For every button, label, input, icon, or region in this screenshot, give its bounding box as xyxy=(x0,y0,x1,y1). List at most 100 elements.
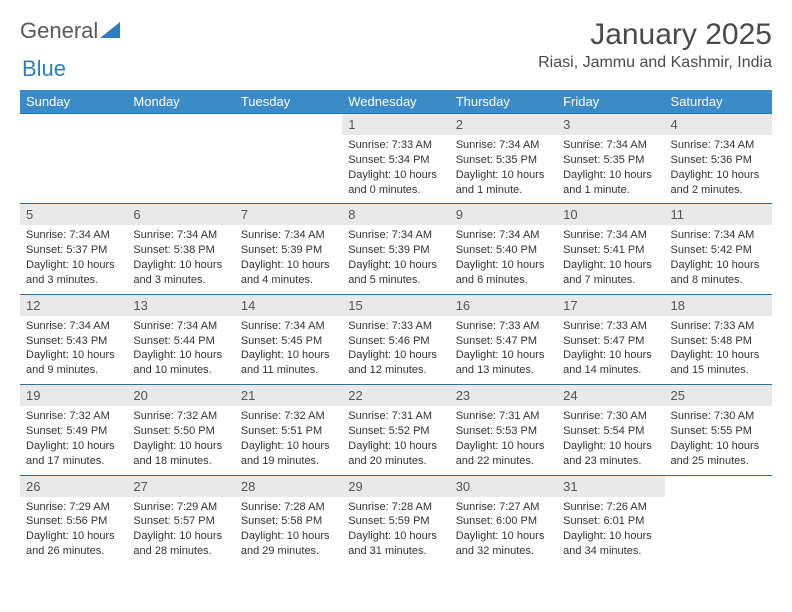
brand-part2: Blue xyxy=(22,56,66,81)
calendar-table: SundayMondayTuesdayWednesdayThursdayFrid… xyxy=(20,90,772,565)
calendar-week-row: 19Sunrise: 7:32 AMSunset: 5:49 PMDayligh… xyxy=(20,385,772,475)
calendar-week-row: 12Sunrise: 7:34 AMSunset: 5:43 PMDayligh… xyxy=(20,294,772,384)
calendar-cell xyxy=(20,114,127,204)
calendar-week-row: 1Sunrise: 7:33 AMSunset: 5:34 PMDaylight… xyxy=(20,114,772,204)
day-number: 1 xyxy=(342,114,449,135)
calendar-cell: 24Sunrise: 7:30 AMSunset: 5:54 PMDayligh… xyxy=(557,385,664,475)
day-number: 4 xyxy=(665,114,772,135)
day-number: 17 xyxy=(557,295,664,316)
location-text: Riasi, Jammu and Kashmir, India xyxy=(538,54,772,72)
day-number: 21 xyxy=(235,385,342,406)
calendar-cell: 28Sunrise: 7:28 AMSunset: 5:58 PMDayligh… xyxy=(235,475,342,565)
calendar-cell: 31Sunrise: 7:26 AMSunset: 6:01 PMDayligh… xyxy=(557,475,664,565)
calendar-cell: 17Sunrise: 7:33 AMSunset: 5:47 PMDayligh… xyxy=(557,294,664,384)
day-details: Sunrise: 7:28 AMSunset: 5:58 PMDaylight:… xyxy=(235,497,342,565)
day-details: Sunrise: 7:34 AMSunset: 5:39 PMDaylight:… xyxy=(342,225,449,293)
calendar-cell xyxy=(665,475,772,565)
calendar-cell: 12Sunrise: 7:34 AMSunset: 5:43 PMDayligh… xyxy=(20,294,127,384)
calendar-week-row: 26Sunrise: 7:29 AMSunset: 5:56 PMDayligh… xyxy=(20,475,772,565)
day-details: Sunrise: 7:34 AMSunset: 5:39 PMDaylight:… xyxy=(235,225,342,293)
day-number: 14 xyxy=(235,295,342,316)
calendar-cell: 7Sunrise: 7:34 AMSunset: 5:39 PMDaylight… xyxy=(235,204,342,294)
calendar-cell: 9Sunrise: 7:34 AMSunset: 5:40 PMDaylight… xyxy=(450,204,557,294)
day-number: 23 xyxy=(450,385,557,406)
day-number: 25 xyxy=(665,385,772,406)
calendar-cell: 3Sunrise: 7:34 AMSunset: 5:35 PMDaylight… xyxy=(557,114,664,204)
day-number: 26 xyxy=(20,476,127,497)
day-number: 5 xyxy=(20,204,127,225)
calendar-header-row: SundayMondayTuesdayWednesdayThursdayFrid… xyxy=(20,90,772,114)
calendar-cell: 4Sunrise: 7:34 AMSunset: 5:36 PMDaylight… xyxy=(665,114,772,204)
calendar-cell: 23Sunrise: 7:31 AMSunset: 5:53 PMDayligh… xyxy=(450,385,557,475)
day-number: 12 xyxy=(20,295,127,316)
calendar-cell: 25Sunrise: 7:30 AMSunset: 5:55 PMDayligh… xyxy=(665,385,772,475)
day-number: 8 xyxy=(342,204,449,225)
calendar-cell: 27Sunrise: 7:29 AMSunset: 5:57 PMDayligh… xyxy=(127,475,234,565)
day-details: Sunrise: 7:34 AMSunset: 5:36 PMDaylight:… xyxy=(665,135,772,203)
day-header: Wednesday xyxy=(342,90,449,114)
day-details: Sunrise: 7:34 AMSunset: 5:37 PMDaylight:… xyxy=(20,225,127,293)
day-header: Tuesday xyxy=(235,90,342,114)
day-number: 29 xyxy=(342,476,449,497)
day-details: Sunrise: 7:30 AMSunset: 5:55 PMDaylight:… xyxy=(665,406,772,474)
triangle-icon xyxy=(100,18,120,44)
day-details: Sunrise: 7:32 AMSunset: 5:50 PMDaylight:… xyxy=(127,406,234,474)
day-details: Sunrise: 7:27 AMSunset: 6:00 PMDaylight:… xyxy=(450,497,557,565)
day-details: Sunrise: 7:33 AMSunset: 5:47 PMDaylight:… xyxy=(557,316,664,384)
calendar-cell: 5Sunrise: 7:34 AMSunset: 5:37 PMDaylight… xyxy=(20,204,127,294)
month-title: January 2025 xyxy=(538,18,772,52)
day-number: 11 xyxy=(665,204,772,225)
calendar-cell xyxy=(235,114,342,204)
day-details: Sunrise: 7:28 AMSunset: 5:59 PMDaylight:… xyxy=(342,497,449,565)
calendar-cell: 6Sunrise: 7:34 AMSunset: 5:38 PMDaylight… xyxy=(127,204,234,294)
calendar-cell: 22Sunrise: 7:31 AMSunset: 5:52 PMDayligh… xyxy=(342,385,449,475)
day-details: Sunrise: 7:31 AMSunset: 5:52 PMDaylight:… xyxy=(342,406,449,474)
calendar-cell: 29Sunrise: 7:28 AMSunset: 5:59 PMDayligh… xyxy=(342,475,449,565)
day-number: 6 xyxy=(127,204,234,225)
calendar-cell: 30Sunrise: 7:27 AMSunset: 6:00 PMDayligh… xyxy=(450,475,557,565)
day-details: Sunrise: 7:33 AMSunset: 5:47 PMDaylight:… xyxy=(450,316,557,384)
day-details: Sunrise: 7:33 AMSunset: 5:46 PMDaylight:… xyxy=(342,316,449,384)
day-number: 31 xyxy=(557,476,664,497)
day-number: 16 xyxy=(450,295,557,316)
calendar-cell: 11Sunrise: 7:34 AMSunset: 5:42 PMDayligh… xyxy=(665,204,772,294)
day-details: Sunrise: 7:29 AMSunset: 5:56 PMDaylight:… xyxy=(20,497,127,565)
calendar-cell: 2Sunrise: 7:34 AMSunset: 5:35 PMDaylight… xyxy=(450,114,557,204)
calendar-cell: 20Sunrise: 7:32 AMSunset: 5:50 PMDayligh… xyxy=(127,385,234,475)
day-number: 24 xyxy=(557,385,664,406)
day-number: 19 xyxy=(20,385,127,406)
day-number: 15 xyxy=(342,295,449,316)
day-number: 22 xyxy=(342,385,449,406)
day-number: 9 xyxy=(450,204,557,225)
day-number: 28 xyxy=(235,476,342,497)
calendar-cell: 10Sunrise: 7:34 AMSunset: 5:41 PMDayligh… xyxy=(557,204,664,294)
day-details: Sunrise: 7:34 AMSunset: 5:43 PMDaylight:… xyxy=(20,316,127,384)
day-details: Sunrise: 7:33 AMSunset: 5:34 PMDaylight:… xyxy=(342,135,449,203)
calendar-cell: 1Sunrise: 7:33 AMSunset: 5:34 PMDaylight… xyxy=(342,114,449,204)
day-header: Thursday xyxy=(450,90,557,114)
day-details: Sunrise: 7:29 AMSunset: 5:57 PMDaylight:… xyxy=(127,497,234,565)
day-details: Sunrise: 7:34 AMSunset: 5:35 PMDaylight:… xyxy=(557,135,664,203)
calendar-cell: 16Sunrise: 7:33 AMSunset: 5:47 PMDayligh… xyxy=(450,294,557,384)
day-details: Sunrise: 7:32 AMSunset: 5:49 PMDaylight:… xyxy=(20,406,127,474)
day-header: Sunday xyxy=(20,90,127,114)
day-header: Saturday xyxy=(665,90,772,114)
day-details: Sunrise: 7:33 AMSunset: 5:48 PMDaylight:… xyxy=(665,316,772,384)
brand-part1: General xyxy=(20,18,98,44)
day-number: 2 xyxy=(450,114,557,135)
day-header: Friday xyxy=(557,90,664,114)
calendar-body: 1Sunrise: 7:33 AMSunset: 5:34 PMDaylight… xyxy=(20,114,772,566)
day-details: Sunrise: 7:32 AMSunset: 5:51 PMDaylight:… xyxy=(235,406,342,474)
day-number: 3 xyxy=(557,114,664,135)
calendar-cell: 21Sunrise: 7:32 AMSunset: 5:51 PMDayligh… xyxy=(235,385,342,475)
calendar-cell: 13Sunrise: 7:34 AMSunset: 5:44 PMDayligh… xyxy=(127,294,234,384)
calendar-cell xyxy=(127,114,234,204)
day-header: Monday xyxy=(127,90,234,114)
calendar-cell: 26Sunrise: 7:29 AMSunset: 5:56 PMDayligh… xyxy=(20,475,127,565)
day-number: 18 xyxy=(665,295,772,316)
calendar-cell: 8Sunrise: 7:34 AMSunset: 5:39 PMDaylight… xyxy=(342,204,449,294)
calendar-week-row: 5Sunrise: 7:34 AMSunset: 5:37 PMDaylight… xyxy=(20,204,772,294)
day-details: Sunrise: 7:34 AMSunset: 5:42 PMDaylight:… xyxy=(665,225,772,293)
day-details: Sunrise: 7:34 AMSunset: 5:41 PMDaylight:… xyxy=(557,225,664,293)
day-number: 20 xyxy=(127,385,234,406)
